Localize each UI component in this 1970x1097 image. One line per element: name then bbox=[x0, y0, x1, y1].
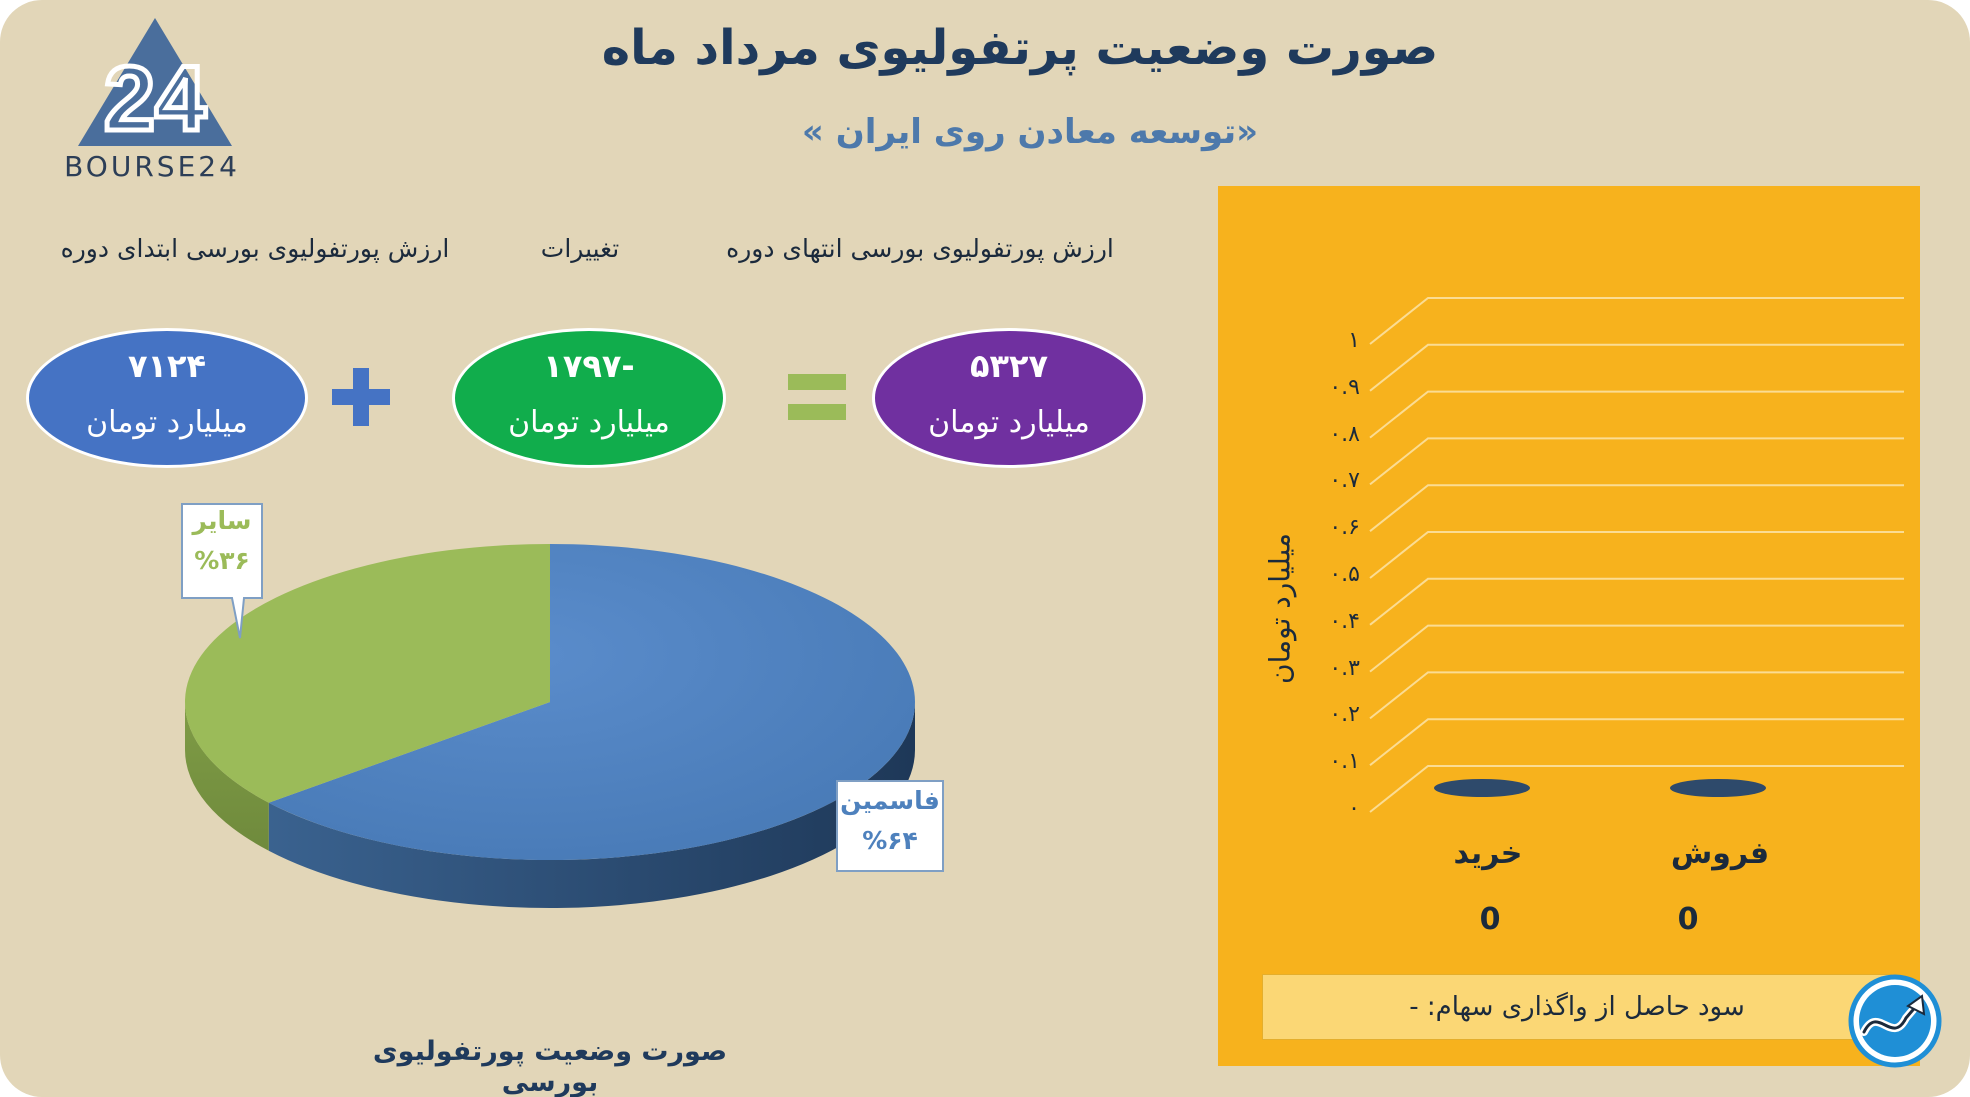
end-value-oval: ۵۳۲۷ میلیارد تومان bbox=[872, 328, 1146, 468]
end-value-header: ارزش پورتفولیوی بورسی انتهای دوره bbox=[726, 234, 1114, 263]
y-tick-2: ۰.۲ bbox=[1329, 702, 1360, 728]
callout-other-pointer bbox=[181, 503, 263, 639]
pie-chart-title: صورت وضعیت پورتفولیوی بورسی bbox=[372, 1036, 728, 1097]
gridline-3 bbox=[1369, 624, 1904, 673]
trend-arrow-icon bbox=[1848, 974, 1942, 1068]
start-value-oval: ۷۱۲۴ میلیارد تومان bbox=[26, 328, 308, 468]
gridline-1 bbox=[1369, 718, 1904, 766]
end-unit: میلیارد تومان bbox=[928, 405, 1090, 440]
change-value-oval: -۱۷۹۷ میلیارد تومان bbox=[452, 328, 726, 468]
callout-other-name: سایر bbox=[192, 506, 252, 535]
callout-fasmin-box bbox=[836, 780, 944, 872]
y-tick-8: ۰.۸ bbox=[1329, 421, 1360, 447]
change-header: تغییرات bbox=[540, 234, 620, 263]
pie-slice-side-0 bbox=[268, 702, 915, 908]
category-label-sell: فروش bbox=[1670, 836, 1770, 871]
category-label-buy: خرید bbox=[1453, 836, 1523, 871]
pie-slice-side-1 bbox=[185, 702, 269, 851]
bar-cap-0 bbox=[1434, 779, 1530, 797]
start-value: ۷۱۲۴ bbox=[127, 347, 207, 385]
equals-icon bbox=[788, 374, 846, 420]
y-tick-10: ۱ bbox=[1348, 328, 1360, 353]
change-value: -۱۷۹۷ bbox=[543, 347, 635, 385]
gridline-8 bbox=[1369, 390, 1904, 439]
y-tick-1: ۰.۱ bbox=[1329, 749, 1360, 775]
change-unit: میلیارد تومان bbox=[508, 405, 670, 440]
bar-cap-1 bbox=[1670, 779, 1766, 797]
pie-slice-0 bbox=[268, 544, 915, 860]
gridline-7 bbox=[1369, 437, 1904, 486]
plus-icon bbox=[332, 368, 390, 426]
gridline-4 bbox=[1369, 577, 1904, 626]
y-axis-label: میلیارد تومان bbox=[1263, 533, 1297, 684]
y-tick-9: ۰.۹ bbox=[1329, 374, 1360, 400]
bourse24-logo-icon: 24 bbox=[78, 18, 232, 153]
start-unit: میلیارد تومان bbox=[86, 405, 248, 440]
y-tick-6: ۰.۶ bbox=[1329, 515, 1360, 541]
y-tick-7: ۰.۷ bbox=[1329, 468, 1360, 494]
portfolio-pie-chart bbox=[184, 544, 915, 908]
y-tick-3: ۰.۳ bbox=[1329, 655, 1360, 681]
end-value: ۵۳۲۷ bbox=[969, 347, 1049, 385]
logo-text: BOURSE24 bbox=[64, 150, 240, 183]
logo-mark: 24 bbox=[104, 48, 206, 150]
y-tick-0: ۰ bbox=[1348, 796, 1360, 821]
gridline-5 bbox=[1369, 531, 1904, 579]
page-title: صورت وضعیت پرتفولیوی مرداد ماه bbox=[601, 20, 1439, 76]
value-label-sell: 0 bbox=[1677, 902, 1699, 937]
gridline-2 bbox=[1369, 671, 1904, 720]
callout-fasmin-name: فاسمین bbox=[840, 786, 940, 815]
trades-bar-chart bbox=[1369, 297, 1904, 813]
pie-slice-1 bbox=[184, 544, 551, 803]
gridline-9 bbox=[1369, 343, 1904, 392]
y-tick-5: ۰.۵ bbox=[1329, 562, 1360, 587]
value-label-buy: 0 bbox=[1479, 902, 1501, 937]
start-value-header: ارزش پورتفولیوی بورسی ابتدای دوره bbox=[60, 234, 450, 263]
gridline-10 bbox=[1369, 297, 1904, 345]
profit-box: سود حاصل از واگذاری سهام: - bbox=[1262, 974, 1892, 1040]
callout-other-percent: %۳۶ bbox=[194, 546, 250, 575]
callout-fasmin-percent: %۶۴ bbox=[862, 826, 918, 855]
page-subtitle: «توسعه معادن روی ایران » bbox=[801, 112, 1259, 152]
y-tick-4: ۰.۴ bbox=[1329, 608, 1360, 634]
gridline-6 bbox=[1369, 484, 1904, 532]
gridline-0 bbox=[1369, 765, 1904, 813]
